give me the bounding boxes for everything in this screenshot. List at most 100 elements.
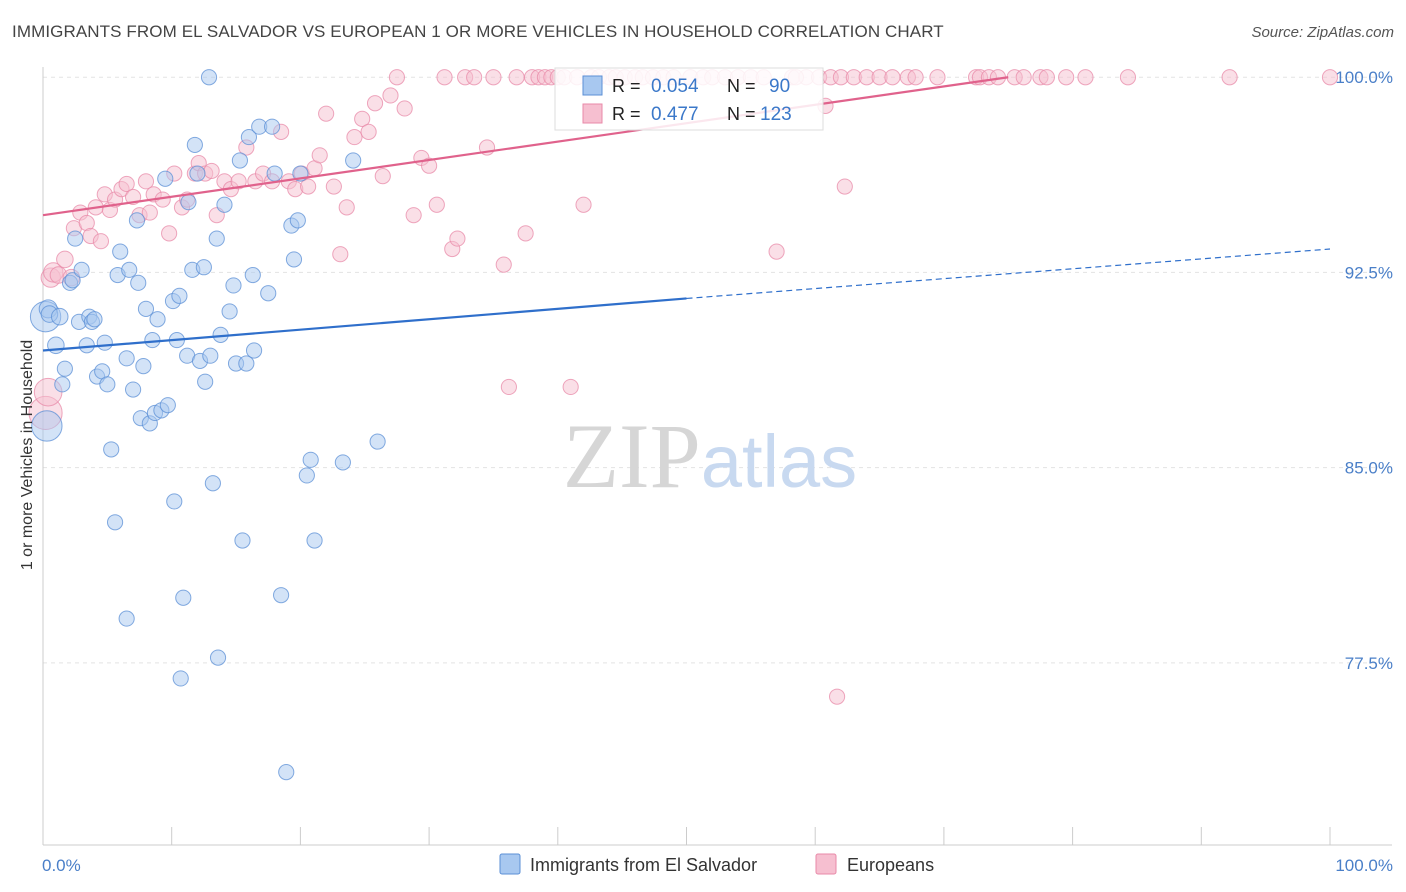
el-salvador-point	[369, 433, 386, 450]
europeans-point	[346, 129, 363, 146]
el-salvador-point	[306, 532, 323, 549]
europeans-point	[768, 243, 785, 260]
y-tick-label-3: 100.0%	[1335, 68, 1393, 87]
stats-legend: R = 0.054 N = 90 R = 0.477 N = 123	[554, 67, 824, 131]
trend-line-el-salvador-extension	[686, 248, 1331, 300]
el-salvador-point	[172, 670, 189, 687]
el-salvador-point	[225, 277, 242, 294]
stats-n-value-2: 123	[760, 104, 792, 125]
europeans-point	[929, 69, 946, 86]
el-salvador-point	[245, 342, 263, 359]
europeans-point	[562, 378, 579, 396]
europeans-point	[485, 69, 502, 86]
europeans-point	[1077, 69, 1094, 86]
europeans-point	[500, 378, 517, 396]
europeans-point	[332, 246, 349, 263]
europeans-point	[56, 250, 74, 269]
el-salvador-point	[266, 165, 283, 182]
legend-swatch-europeans	[815, 853, 837, 875]
el-salvador-point	[31, 410, 63, 442]
europeans-point	[230, 173, 247, 190]
europeans-point	[141, 204, 158, 221]
trend-line-el-salvador	[42, 297, 687, 352]
el-salvador-point	[278, 764, 295, 781]
axes	[42, 67, 1392, 846]
el-salvador-point	[56, 360, 73, 377]
el-salvador-point	[197, 373, 214, 390]
el-salvador-point	[208, 230, 225, 247]
el-salvador-point	[78, 337, 95, 354]
watermark-zip: ZIP	[563, 405, 701, 507]
europeans-point	[1321, 69, 1339, 86]
el-salvador-point	[159, 397, 176, 414]
el-salvador-point	[73, 261, 90, 278]
el-salvador-point	[175, 589, 192, 606]
europeans-point	[495, 256, 512, 273]
legend-label-el-salvador: Immigrants from El Salvador	[530, 855, 757, 875]
el-salvador-point	[200, 69, 218, 86]
watermark-atlas: atlas	[701, 420, 857, 503]
watermark: ZIPatlas	[563, 405, 857, 507]
el-salvador-point	[209, 649, 227, 666]
el-salvador-point	[273, 587, 290, 604]
europeans-point	[1119, 69, 1137, 86]
x-tick-label-0: 0.0%	[42, 856, 81, 875]
europeans-point	[828, 688, 846, 705]
series-legend: Immigrants from El Salvador Europeans	[499, 853, 934, 875]
el-salvador-point	[54, 376, 71, 393]
stats-r-label-2: R =	[612, 104, 641, 124]
europeans-point	[92, 233, 110, 250]
europeans-point	[836, 178, 853, 195]
europeans-point	[436, 69, 453, 86]
stats-r-value-2: 0.477	[651, 104, 699, 125]
stats-swatch-pink	[582, 103, 603, 124]
europeans-point	[161, 225, 178, 242]
europeans-point	[421, 157, 438, 174]
trend-line-europeans	[42, 76, 1009, 217]
el-salvador-point	[47, 336, 65, 355]
legend-label-europeans: Europeans	[847, 855, 934, 875]
el-salvador-point	[86, 311, 103, 328]
europeans-point	[382, 87, 399, 104]
el-salvador-point	[289, 212, 306, 229]
el-salvador-point	[135, 358, 152, 375]
europeans-point	[396, 100, 413, 117]
europeans-point	[388, 69, 406, 86]
el-salvador-point	[195, 259, 212, 276]
europeans-point	[575, 196, 592, 213]
europeans-point	[203, 162, 220, 180]
europeans-point	[374, 168, 391, 185]
el-salvador-point	[302, 451, 319, 468]
el-salvador-point	[221, 303, 238, 320]
el-salvador-point	[189, 165, 206, 182]
el-salvador-point	[99, 376, 116, 393]
europeans-point	[137, 173, 155, 190]
el-salvador-point	[50, 307, 69, 326]
source-label: Source: ZipAtlas.com	[1251, 24, 1394, 41]
el-salvador-point	[125, 381, 142, 398]
el-salvador-point	[128, 212, 146, 229]
el-salvador-point	[103, 441, 120, 458]
y-tick-label-0: 77.5%	[1345, 654, 1393, 673]
el-salvador-point	[244, 266, 261, 284]
el-salvador-point	[234, 532, 251, 549]
europeans-point	[517, 225, 534, 242]
el-salvador-point	[96, 334, 113, 351]
x-tick-labels: 0.0% 100.0%	[42, 856, 1393, 875]
el-salvador-point	[260, 285, 277, 302]
el-salvador-point	[166, 493, 183, 510]
el-salvador-point	[157, 170, 174, 187]
el-salvador-point	[121, 261, 138, 278]
stats-n-label-2: N =	[727, 104, 756, 124]
europeans-point	[318, 105, 335, 122]
el-salvador-point	[204, 475, 221, 492]
el-salvador-point	[231, 152, 248, 169]
stats-r-label-1: R =	[612, 76, 641, 96]
el-salvador-point	[112, 243, 129, 260]
stats-n-value-1: 90	[769, 76, 790, 97]
europeans-point	[311, 147, 328, 164]
europeans-point	[1058, 69, 1075, 86]
el-salvador-point	[144, 332, 161, 349]
series-el-salvador	[29, 69, 386, 781]
